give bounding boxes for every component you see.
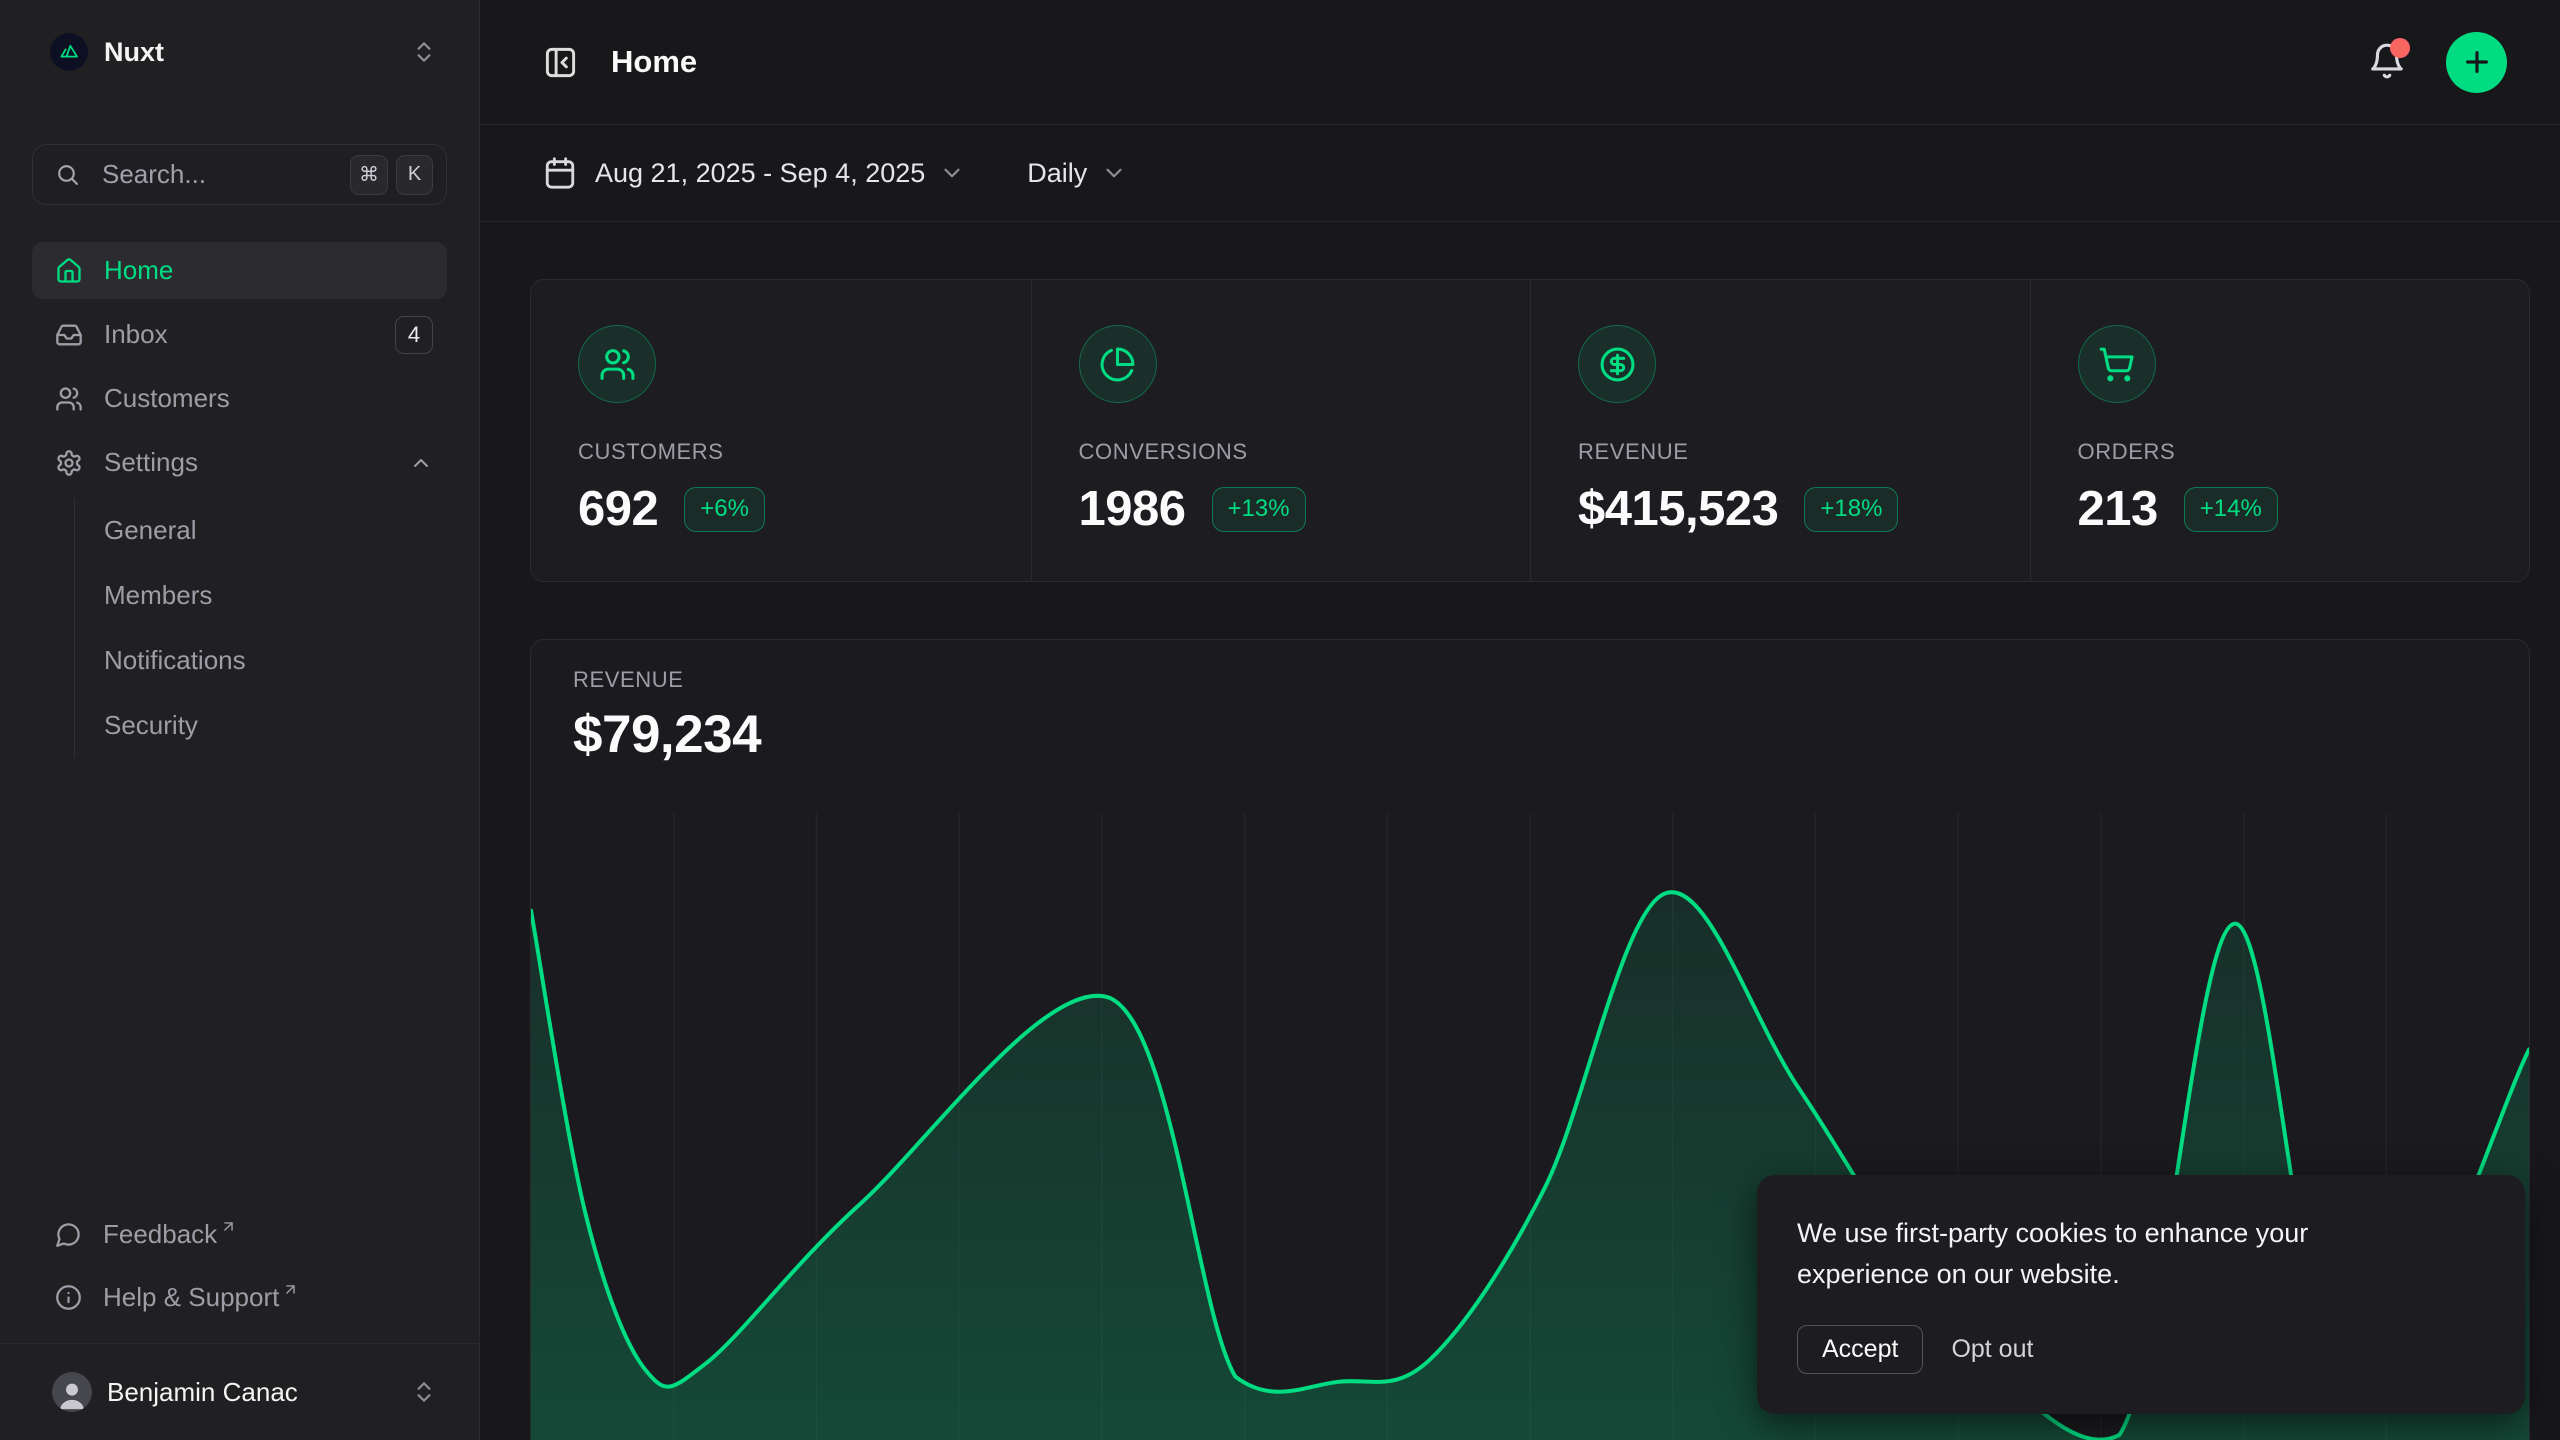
chevrons-up-down-icon[interactable] xyxy=(411,39,437,65)
stat-customers: CUSTOMERS 692 +6% xyxy=(531,280,1031,581)
external-link-icon xyxy=(282,1281,299,1298)
cookie-message: We use first-party cookies to enhance yo… xyxy=(1797,1218,2309,1289)
sidebar-item-label: Settings xyxy=(104,447,198,477)
period-select[interactable]: Daily xyxy=(1027,158,1127,189)
opt-out-button[interactable]: Opt out xyxy=(1937,1326,2047,1373)
subnav-label: Members xyxy=(104,580,213,610)
stat-label: CUSTOMERS xyxy=(578,439,724,464)
stat-delta-badge: +14% xyxy=(2183,486,2278,532)
revenue-panel-label: REVENUE xyxy=(573,667,684,692)
filterbar: Aug 21, 2025 - Sep 4, 2025 Daily xyxy=(480,125,2560,222)
stat-value: 692 xyxy=(578,482,659,536)
notifications-button[interactable] xyxy=(2368,38,2410,82)
stat-value: 1986 xyxy=(1078,482,1187,536)
stat-label: CONVERSIONS xyxy=(1078,439,1248,464)
revenue-panel-value: $79,234 xyxy=(573,705,762,764)
stat-conversions: CONVERSIONS 1986 +13% xyxy=(1030,280,1531,581)
dollar-circle-icon xyxy=(1578,325,1656,403)
home-icon xyxy=(55,257,83,285)
sidebar-footer: Feedback Help & Support Benjamin Canac xyxy=(0,1203,479,1440)
sidebar-nav: Home Inbox 4 Customers Settings Ge xyxy=(32,242,447,758)
external-link-icon xyxy=(220,1218,237,1235)
sidebar-item-label: Customers xyxy=(104,383,230,413)
avatar xyxy=(52,1372,92,1412)
subnav-label: Notifications xyxy=(104,645,246,675)
date-range-value: Aug 21, 2025 - Sep 4, 2025 xyxy=(595,157,926,188)
subnav-label: Security xyxy=(104,710,198,740)
sidebar-item-label: Inbox xyxy=(104,319,168,349)
message-circle-icon xyxy=(55,1221,82,1248)
inbox-count-badge: 4 xyxy=(395,315,433,354)
collapse-sidebar-icon[interactable] xyxy=(543,45,578,80)
help-support-label: Help & Support xyxy=(103,1282,280,1312)
gear-icon xyxy=(55,449,83,477)
stat-value: $415,523 xyxy=(1578,482,1779,536)
stat-orders: ORDERS 213 +14% xyxy=(2029,280,2530,581)
user-menu[interactable]: Benjamin Canac xyxy=(32,1344,447,1440)
bell-icon xyxy=(2371,43,2403,79)
help-support-link[interactable]: Help & Support xyxy=(32,1266,447,1329)
notification-dot xyxy=(2390,38,2410,58)
stat-delta-badge: +6% xyxy=(684,486,765,532)
sidebar-item-home[interactable]: Home xyxy=(32,242,447,299)
sidebar-item-members[interactable]: Members xyxy=(75,563,447,628)
stats-row: CUSTOMERS 692 +6% CONVERSIONS 1986 +13% … xyxy=(530,279,2530,582)
settings-subnav: General Members Notifications Security xyxy=(74,498,447,758)
users-icon xyxy=(578,325,656,403)
org-name: Nuxt xyxy=(104,36,164,67)
topbar: Home xyxy=(480,0,2560,125)
sidebar-divider xyxy=(0,1343,479,1344)
calendar-icon xyxy=(543,156,577,190)
kbd-meta: ⌘ xyxy=(350,154,388,195)
chevron-up-icon xyxy=(409,451,433,475)
stat-delta-badge: +18% xyxy=(1804,486,1899,532)
org-switcher[interactable]: Nuxt xyxy=(32,6,447,98)
subnav-label: General xyxy=(104,515,197,545)
add-button[interactable] xyxy=(2446,31,2507,93)
pie-chart-icon xyxy=(1078,325,1157,403)
sidebar-item-notifications[interactable]: Notifications xyxy=(75,628,447,693)
sidebar-item-inbox[interactable]: Inbox 4 xyxy=(32,306,447,363)
search-input[interactable] xyxy=(102,159,350,190)
plus-icon xyxy=(2465,51,2488,73)
users-icon xyxy=(55,385,83,413)
stat-value: 213 xyxy=(2077,482,2159,536)
sidebar-item-label: Home xyxy=(104,255,174,285)
inbox-icon xyxy=(55,321,83,349)
sidebar-item-security[interactable]: Security xyxy=(75,693,447,758)
user-name: Benjamin Canac xyxy=(107,1376,298,1407)
chevron-down-icon xyxy=(1101,160,1127,186)
nuxt-logo-icon xyxy=(50,33,88,71)
feedback-label: Feedback xyxy=(103,1219,218,1249)
chevrons-up-down-icon xyxy=(411,1379,437,1405)
feedback-link[interactable]: Feedback xyxy=(32,1203,447,1266)
stat-label: REVENUE xyxy=(1578,439,1689,464)
chart-line xyxy=(531,890,2529,1440)
info-circle-icon xyxy=(55,1284,82,1311)
stat-label: ORDERS xyxy=(2077,439,2176,464)
sidebar-item-customers[interactable]: Customers xyxy=(32,370,447,427)
stat-delta-badge: +13% xyxy=(1211,486,1306,532)
period-value: Daily xyxy=(1027,157,1088,188)
stat-revenue: REVENUE $415,523 +18% xyxy=(1530,280,2030,581)
kbd-k: K xyxy=(396,154,433,195)
chevron-down-icon xyxy=(939,160,965,186)
sidebar-item-settings[interactable]: Settings xyxy=(32,434,447,491)
date-range-picker[interactable]: Aug 21, 2025 - Sep 4, 2025 xyxy=(543,156,965,190)
accept-button[interactable]: Accept xyxy=(1797,1325,1924,1374)
sidebar-item-general[interactable]: General xyxy=(75,498,447,563)
sidebar: Nuxt ⌘ K Home Inbox 4 xyxy=(0,0,480,1440)
search-icon xyxy=(55,162,80,187)
page-title: Home xyxy=(611,44,698,79)
search-bar[interactable]: ⌘ K xyxy=(32,144,447,205)
shopping-cart-icon xyxy=(2077,325,2156,403)
cookie-banner: We use first-party cookies to enhance yo… xyxy=(1757,1175,2525,1414)
